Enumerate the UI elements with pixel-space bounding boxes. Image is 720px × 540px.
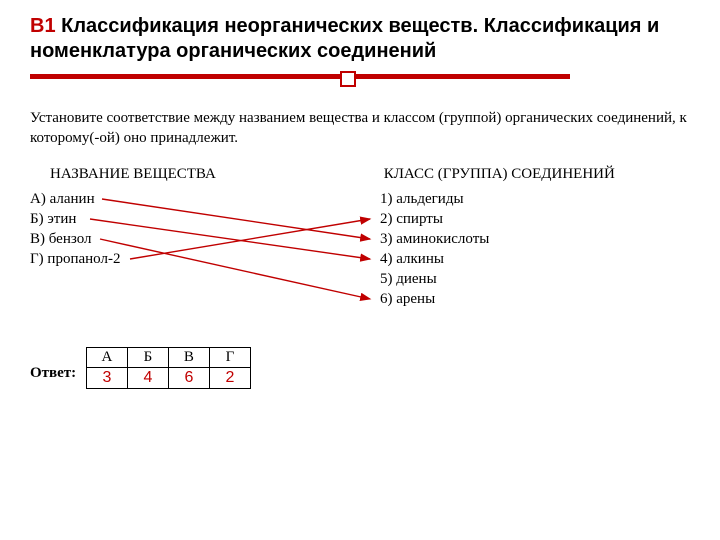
answer-label: Ответ: (30, 347, 82, 382)
answer-value: 4 (127, 368, 168, 389)
instruction-text: Установите соответствие между названием … (0, 79, 720, 148)
list-item: 2) спирты (380, 209, 489, 229)
answer-header: Б (127, 348, 168, 368)
left-column-header: НАЗВАНИЕ ВЕЩЕСТВА (30, 166, 380, 183)
answer-table: А Б В Г 3 4 6 2 (86, 347, 251, 389)
slide-title: В1 Классификация неорганических веществ.… (0, 0, 720, 68)
title-divider (0, 68, 720, 79)
answer-value: 2 (209, 368, 250, 389)
right-column-header: КЛАСС (ГРУППА) СОЕДИНЕНИЙ (384, 166, 615, 183)
list-item: 3) аминокислоты (380, 229, 489, 249)
answer-header: А (86, 348, 127, 368)
answer-value: 3 (86, 368, 127, 389)
answer-header: В (168, 348, 209, 368)
list-item: 1) альдегиды (380, 189, 489, 209)
answer-row: Ответ: А Б В Г 3 4 6 2 (0, 329, 720, 389)
title-code: В1 (30, 15, 56, 37)
column-headers: НАЗВАНИЕ ВЕЩЕСТВА КЛАСС (ГРУППА) СОЕДИНЕ… (0, 148, 720, 183)
divider-marker (340, 71, 356, 87)
answer-value: 6 (168, 368, 209, 389)
list-item: 4) алкины (380, 249, 489, 269)
arrows-svg (30, 189, 390, 319)
list-item: 6) арены (380, 289, 489, 309)
answer-header: Г (209, 348, 250, 368)
title-rest: Классификация неорганических веществ. Кл… (30, 15, 659, 62)
matching-area: А) аланин Б) этин В) бензол Г) пропанол-… (0, 183, 720, 329)
list-item: 5) диены (380, 269, 489, 289)
right-list: 1) альдегиды 2) спирты 3) аминокислоты 4… (380, 189, 489, 309)
